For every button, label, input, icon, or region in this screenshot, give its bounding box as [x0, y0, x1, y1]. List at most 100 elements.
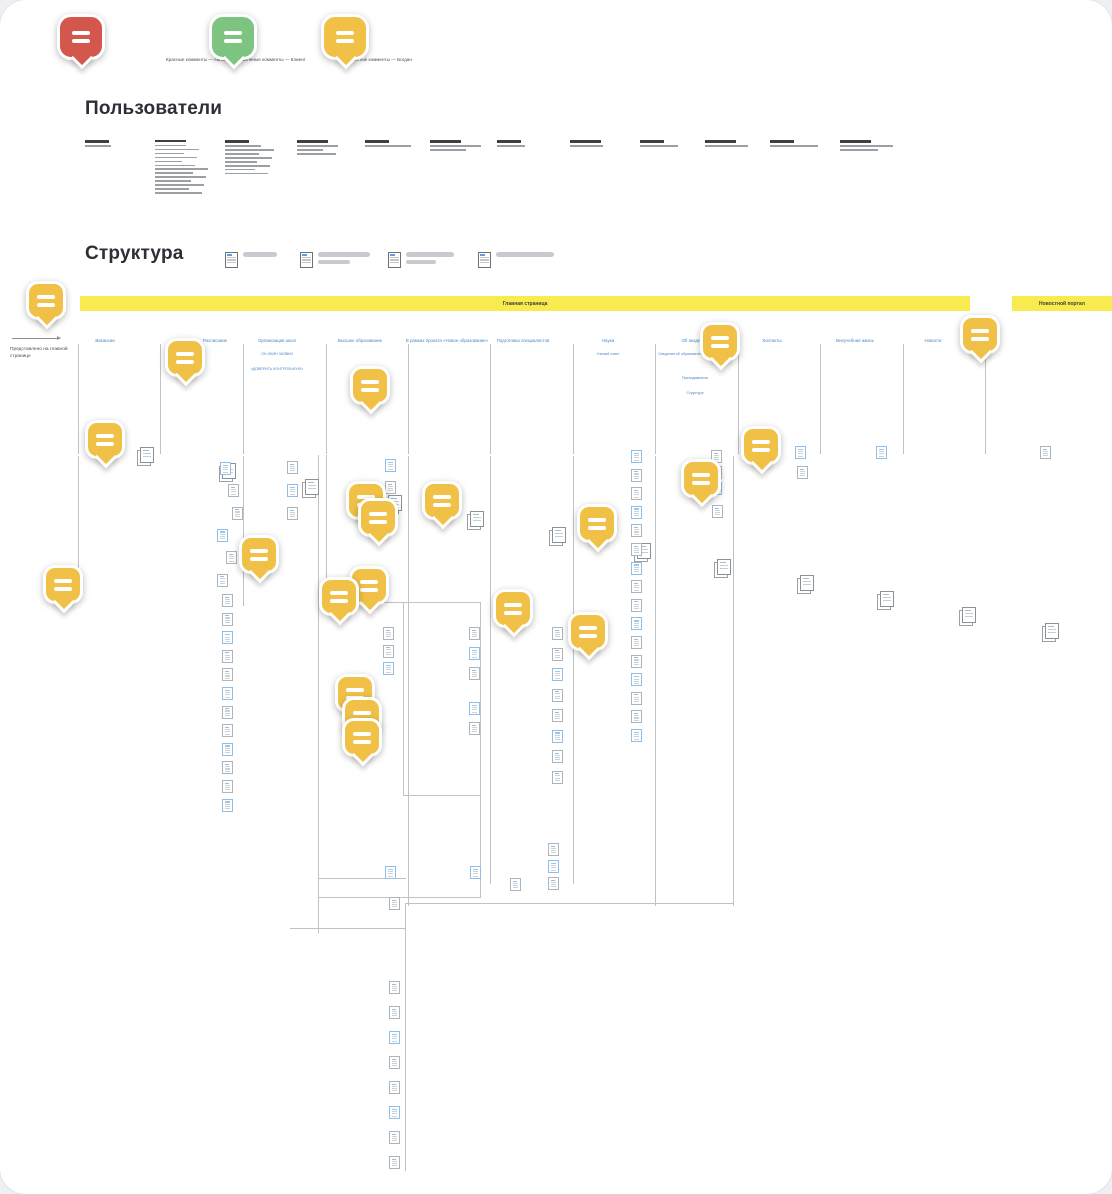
page-node-icon[interactable]	[222, 780, 233, 793]
page-node-icon[interactable]	[631, 691, 642, 705]
sitemap-node[interactable]	[489, 627, 563, 640]
sitemap-node[interactable]	[650, 482, 722, 495]
page-node-icon[interactable]	[631, 617, 642, 631]
root-page-icon[interactable]	[140, 447, 154, 463]
page-node-icon[interactable]	[222, 687, 233, 700]
page-node-icon[interactable]	[712, 505, 723, 518]
page-node-icon[interactable]	[552, 688, 563, 702]
root-page-icon[interactable]	[717, 559, 731, 575]
page-node-icon[interactable]	[631, 524, 642, 538]
sitemap-node[interactable]	[158, 612, 233, 626]
page-node-icon[interactable]	[631, 487, 642, 501]
sitemap-node[interactable]	[172, 462, 231, 475]
page-node-icon[interactable]	[389, 1031, 400, 1044]
sitemap-node[interactable]	[416, 702, 480, 715]
sitemap-node[interactable]	[158, 687, 233, 700]
sitemap-node[interactable]	[572, 505, 642, 519]
page-node-icon[interactable]	[876, 446, 887, 459]
page-node-icon[interactable]	[631, 636, 642, 649]
page-node-icon[interactable]	[217, 573, 228, 587]
root-page-icon[interactable]	[1045, 623, 1059, 639]
page-node-icon[interactable]	[1040, 446, 1051, 459]
column-header-link[interactable]: В рамках проекта «Новое образование»	[405, 338, 489, 343]
sitemap-node[interactable]	[158, 631, 233, 645]
sitemap-node[interactable]	[572, 561, 642, 575]
page-node-icon[interactable]	[470, 866, 481, 879]
sitemap-node[interactable]	[308, 1031, 400, 1044]
sitemap-node[interactable]	[572, 524, 642, 538]
page-node-icon[interactable]	[232, 506, 243, 520]
page-node-icon[interactable]	[222, 631, 233, 645]
sitemap-node[interactable]	[406, 667, 480, 680]
page-node-icon[interactable]	[711, 466, 722, 479]
sitemap-node[interactable]	[572, 654, 642, 668]
page-node-icon[interactable]	[631, 598, 642, 612]
page-node-icon[interactable]	[552, 770, 563, 784]
column-sub-link[interactable]: Структура	[686, 391, 704, 395]
page-node-icon[interactable]	[552, 647, 563, 661]
sitemap-node[interactable]	[650, 505, 723, 518]
column-sub-link[interactable]: Сведения об образовательной организации	[658, 352, 732, 356]
sitemap-node[interactable]	[158, 780, 233, 793]
sitemap-node[interactable]	[572, 636, 642, 649]
page-node-icon[interactable]	[548, 860, 559, 873]
page-node-icon[interactable]	[385, 866, 396, 879]
column-header-link[interactable]: Наука	[601, 338, 615, 343]
sitemap-node[interactable]	[328, 459, 396, 472]
sitemap-node[interactable]	[308, 1081, 400, 1094]
root-page-icon[interactable]	[800, 575, 814, 591]
page-node-icon[interactable]	[383, 644, 394, 658]
column-header-link[interactable]: Подготовка специалистов	[496, 338, 550, 343]
red-legend-pin[interactable]	[57, 14, 105, 70]
sitemap-node[interactable]	[572, 673, 642, 687]
page-node-icon[interactable]	[631, 673, 642, 687]
column-sub-link[interactable]: Ученый совет	[596, 352, 620, 356]
column-header-link[interactable]: Об академии	[681, 338, 709, 343]
sitemap-node[interactable]	[505, 877, 559, 890]
page-node-icon[interactable]	[383, 627, 394, 640]
sitemap-node[interactable]	[572, 710, 642, 724]
page-node-icon[interactable]	[795, 446, 806, 459]
sitemap-node[interactable]	[240, 461, 298, 474]
page-node-icon[interactable]	[222, 761, 233, 775]
page-node-icon[interactable]	[469, 702, 480, 715]
page-node-icon[interactable]	[469, 722, 480, 735]
page-node-icon[interactable]	[631, 710, 642, 724]
sitemap-node[interactable]	[818, 442, 870, 444]
page-node-icon[interactable]	[222, 594, 233, 607]
root-page-icon[interactable]	[962, 607, 976, 623]
sitemap-node[interactable]	[489, 709, 563, 722]
page-node-icon[interactable]	[222, 742, 233, 756]
page-node-icon[interactable]	[389, 1081, 400, 1094]
column-sub-link[interactable]: ОН-ЛАЙН ЗАЯВКИ	[261, 352, 293, 356]
page-node-icon[interactable]	[552, 729, 563, 743]
yellow-legend-pin[interactable]	[321, 14, 369, 70]
sitemap-node[interactable]	[572, 691, 642, 705]
sitemap-node[interactable]	[158, 668, 233, 682]
page-node-icon[interactable]	[631, 561, 642, 575]
page-node-icon[interactable]	[631, 729, 642, 742]
sitemap-node[interactable]	[489, 729, 563, 743]
sitemap-node[interactable]	[158, 798, 233, 812]
page-node-icon[interactable]	[287, 461, 298, 474]
green-legend-pin[interactable]	[209, 14, 257, 70]
root-page-icon[interactable]	[880, 591, 894, 607]
page-node-icon[interactable]	[469, 667, 480, 680]
sitemap-node[interactable]	[158, 705, 233, 719]
news-portal-banner[interactable]: Новостной портал	[1012, 296, 1112, 311]
sitemap-node[interactable]	[240, 484, 298, 497]
page-node-icon[interactable]	[226, 551, 237, 565]
page-node-icon[interactable]	[631, 543, 642, 556]
page-node-icon[interactable]	[389, 1106, 400, 1119]
sitemap-node[interactable]	[308, 1106, 400, 1119]
page-node-icon[interactable]	[389, 981, 400, 994]
page-node-icon[interactable]	[631, 580, 642, 594]
sitemap-node[interactable]	[489, 750, 563, 763]
page-node-icon[interactable]	[389, 1006, 400, 1019]
page-node-icon[interactable]	[385, 503, 396, 516]
sitemap-node[interactable]	[572, 468, 642, 482]
sitemap-node[interactable]	[240, 507, 298, 520]
column-header-link[interactable]: Новости	[924, 338, 942, 343]
page-node-icon[interactable]	[631, 468, 642, 482]
sitemap-node[interactable]	[416, 722, 480, 735]
